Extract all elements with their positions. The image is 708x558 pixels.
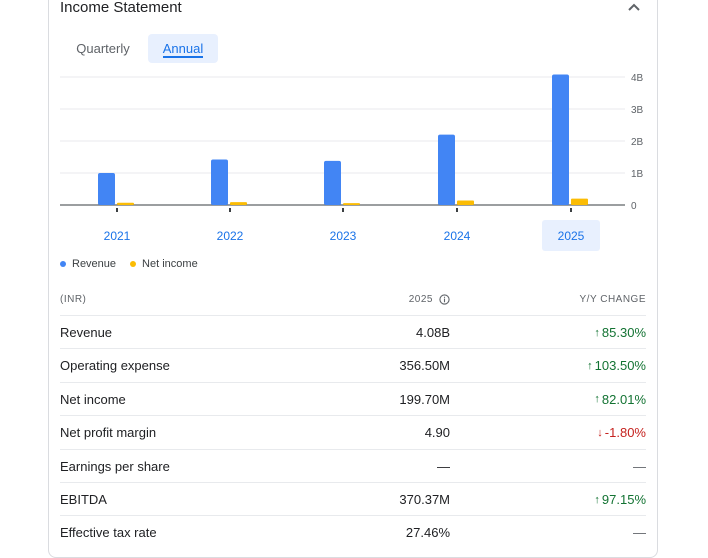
y-tick-label: 0 — [631, 201, 637, 212]
net-income-bar-2021 — [117, 202, 134, 205]
revenue-bar-2022 — [211, 159, 228, 205]
table-row: EBITDA 370.37M ↑ 97.15% — [60, 482, 646, 516]
legend-item-revenue: Revenue — [60, 258, 116, 270]
tab-annual-label: Annual — [162, 41, 204, 56]
arrow-up-icon: ↑ — [594, 326, 600, 339]
y-tick-label: 4B — [631, 73, 644, 84]
chart-legend: Revenue Net income — [60, 256, 212, 272]
y-tick-label: 2B — [631, 137, 644, 148]
table-row: Net profit margin 4.90 ↓ -1.80% — [60, 415, 646, 449]
row-change-value: 97.15% — [601, 492, 646, 507]
table-header: (INR) 2025 Y/Y CHANGE — [60, 292, 646, 308]
x-tick-label-2024[interactable]: 2024 — [444, 229, 471, 243]
y-tick-label: 3B — [631, 105, 644, 116]
x-tick-mark — [116, 208, 118, 212]
column-yoy-change: Y/Y CHANGE — [579, 294, 646, 305]
table-row: Revenue 4.08B ↑ 85.30% — [60, 315, 646, 349]
x-tick-mark — [342, 208, 344, 212]
row-change-value: 103.50% — [594, 358, 646, 374]
row-label: Net profit margin — [60, 425, 157, 441]
row-value: 199.70M — [399, 391, 450, 407]
row-change: ↑ 97.15% — [594, 492, 646, 507]
revenue-bar-2021 — [98, 173, 115, 205]
table-row: Net income 199.70M ↑ 82.01% — [60, 381, 646, 416]
section-title: Income Statement — [60, 0, 182, 16]
table-row: Earnings per share — — — [60, 448, 646, 483]
row-label: Revenue — [60, 325, 113, 340]
row-change: ↑ 82.01% — [594, 392, 646, 407]
revenue-dot-icon — [60, 261, 66, 267]
revenue-bar-2024 — [438, 134, 455, 205]
column-year: 2025 — [409, 294, 450, 305]
x-tick-label-2021[interactable]: 2021 — [104, 229, 131, 243]
row-label: Net income — [60, 391, 126, 407]
row-value: 370.37M — [399, 492, 450, 507]
net-income-bar-2024 — [457, 200, 474, 205]
row-change-value: 85.30% — [601, 325, 646, 340]
y-tick-label: 1B — [631, 169, 644, 180]
chevron-up-icon[interactable] — [626, 0, 642, 16]
x-tick-mark — [570, 208, 572, 212]
net-income-bar-2023 — [343, 203, 360, 205]
row-value: 356.50M — [399, 358, 450, 374]
legend-revenue-label: Revenue — [72, 258, 117, 270]
arrow-up-icon: ↑ — [594, 493, 600, 506]
x-tick-label-2022[interactable]: 2022 — [217, 229, 244, 243]
row-value: 4.08B — [416, 325, 450, 340]
row-change: — — [631, 459, 646, 474]
row-label: Operating expense — [60, 358, 170, 374]
revenue-bar-2023 — [324, 160, 341, 205]
row-change-value: 82.01% — [601, 391, 646, 407]
row-change-value: — — [633, 458, 646, 474]
row-change: ↑ 103.50% — [587, 358, 646, 373]
tab-annual[interactable]: Annual — [148, 34, 218, 63]
x-tick-label-2023[interactable]: 2023 — [330, 229, 357, 243]
revenue-bar-2025 — [552, 74, 569, 205]
table-row: Effective tax rate 27.46% — — [60, 515, 646, 549]
row-change-value: — — [633, 525, 646, 541]
column-year-label: 2025 — [408, 294, 433, 305]
info-icon[interactable] — [439, 294, 450, 305]
column-currency: (INR) — [60, 294, 87, 305]
row-value: 27.46% — [405, 525, 450, 541]
tab-quarterly[interactable]: Quarterly — [76, 41, 130, 56]
x-tick-label-2025[interactable]: 2025 — [558, 229, 585, 243]
row-change-value: -1.80% — [604, 425, 646, 441]
arrow-up-icon: ↑ — [587, 359, 593, 372]
arrow-down-icon: ↓ — [597, 426, 603, 439]
table-row: Operating expense 356.50M ↑ 103.50% — [60, 348, 646, 382]
net-income-bar-2022 — [230, 202, 247, 205]
row-value: 4.90 — [424, 425, 450, 441]
x-tick-mark — [456, 208, 458, 212]
x-tick-mark — [229, 208, 231, 212]
arrow-up-icon: ↑ — [594, 393, 600, 406]
revenue-netincome-bar-chart: 4B 3B 2B 1B 0 2021 2022 2023 2024 2025 — [60, 73, 644, 251]
row-change: — — [631, 525, 646, 540]
selected-year-highlight — [542, 220, 600, 251]
net-income-bar-2025 — [571, 198, 588, 205]
row-change: ↑ 85.30% — [594, 325, 646, 340]
row-label: Earnings per share — [60, 458, 170, 474]
row-label: Effective tax rate — [60, 525, 157, 541]
row-change: ↓ -1.80% — [597, 425, 646, 440]
legend-net-income-label: Net income — [142, 258, 198, 270]
row-value: — — [437, 458, 450, 474]
net-income-dot-icon — [130, 261, 137, 267]
tab-active-indicator — [163, 56, 203, 58]
legend-item-net-income: Net income — [130, 258, 198, 270]
row-label: EBITDA — [60, 492, 107, 507]
